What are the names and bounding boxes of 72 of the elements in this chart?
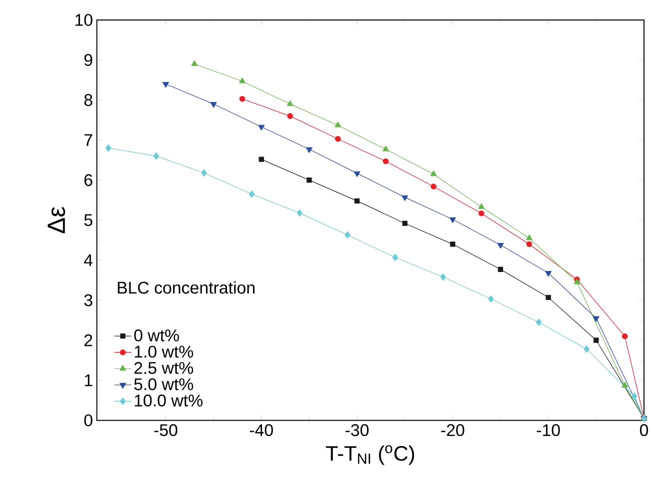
point	[354, 198, 360, 204]
point	[334, 121, 342, 128]
point	[449, 217, 456, 223]
x-tick-label: -40	[250, 424, 273, 436]
point	[478, 210, 484, 216]
point	[392, 254, 398, 261]
point	[430, 170, 437, 176]
point	[306, 147, 312, 153]
y-tick-label: 3	[84, 294, 92, 306]
x-axis-title: T-T$_{NI}$ ($^{o}$C)	[326, 445, 414, 465]
point	[335, 136, 341, 142]
y-tick-label: 4	[84, 254, 93, 266]
point	[632, 392, 638, 400]
point	[248, 190, 255, 198]
y-tick-label: 1	[84, 374, 92, 386]
point	[622, 333, 628, 340]
y-tick-label: 2	[84, 334, 92, 346]
point	[402, 195, 408, 201]
point	[239, 96, 246, 102]
x-tick-label: 0	[640, 424, 648, 436]
point	[162, 82, 169, 88]
legend-title: BLC concentration	[118, 281, 254, 294]
point	[430, 184, 436, 190]
legend-label: 2.5 wt%	[134, 362, 194, 374]
point	[488, 295, 494, 303]
point	[153, 152, 159, 160]
point	[622, 382, 628, 388]
point	[191, 60, 198, 66]
y-tick-label: 6	[84, 174, 92, 186]
point	[478, 203, 485, 209]
point	[497, 242, 504, 249]
point	[546, 294, 551, 300]
point	[592, 316, 600, 322]
x-tick-label: -50	[154, 424, 178, 436]
point	[545, 270, 552, 277]
point	[498, 266, 504, 272]
y-tick-label: 5	[84, 214, 92, 226]
point	[210, 102, 217, 108]
x-tick-label: -30	[346, 424, 369, 436]
x-tick-label: -10	[536, 424, 560, 436]
point	[450, 241, 456, 247]
y-tick-label: 8	[84, 94, 92, 106]
legend-label: 5.0 wt%	[134, 378, 194, 390]
y-tick-label: 10	[76, 14, 92, 26]
y-axis-title: Δε	[48, 206, 66, 234]
point	[201, 169, 207, 176]
point	[344, 231, 350, 239]
point	[594, 338, 599, 343]
point	[382, 146, 389, 152]
point	[584, 345, 590, 353]
point	[258, 156, 264, 162]
legend-label: 1.0 wt%	[134, 346, 194, 358]
point	[354, 171, 360, 177]
legend-label: 10.0 wt%	[134, 394, 203, 406]
point	[402, 220, 408, 226]
point	[105, 144, 112, 152]
point	[258, 124, 265, 130]
point	[536, 318, 542, 326]
point	[296, 209, 302, 217]
point	[239, 77, 246, 84]
point	[306, 177, 312, 183]
point	[440, 273, 446, 281]
point	[382, 158, 389, 164]
y-tick-label: 9	[84, 54, 92, 66]
x-tick-label: -20	[441, 424, 464, 436]
legend-label: 0 wt%	[134, 329, 179, 342]
y-tick-label: 7	[84, 134, 92, 146]
point	[526, 241, 532, 247]
point	[286, 100, 294, 106]
point	[526, 234, 532, 240]
y-tick-label: 0	[84, 414, 92, 426]
point	[287, 113, 293, 119]
